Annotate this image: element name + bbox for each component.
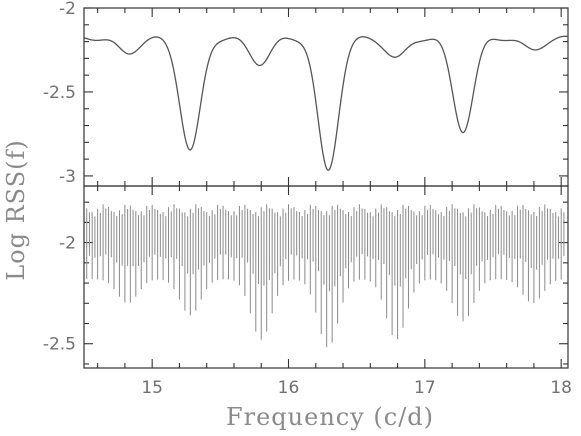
x-tick-label: 18 (550, 378, 572, 398)
x-tick-label: 16 (278, 378, 300, 398)
panel-bottom: -2 -2.5 (43, 185, 569, 369)
x-tick-label: 17 (414, 378, 436, 398)
y-axis-label: Log RSS(f) (2, 139, 30, 281)
y-tick-label: -2 (59, 0, 76, 19)
panel-frame-bottom (83, 185, 569, 369)
y-tick-label: -2 (59, 234, 76, 254)
panel-top: -2 -2.5 -3 (43, 0, 569, 187)
y-tick-label: -2.5 (43, 83, 76, 103)
series-line-top (83, 35, 569, 171)
x-tick-label: 15 (141, 378, 163, 398)
series-comb-bottom (86, 204, 565, 348)
panel-frame-top (83, 7, 569, 187)
y-tick-label: -2.5 (43, 335, 76, 355)
chart-panels: -2 -2.5 -3 -2 -2.5 15 16 17 18 (43, 0, 572, 398)
y-tick-label: -3 (59, 167, 76, 187)
x-axis-label: Frequency (c/d) (226, 403, 434, 431)
